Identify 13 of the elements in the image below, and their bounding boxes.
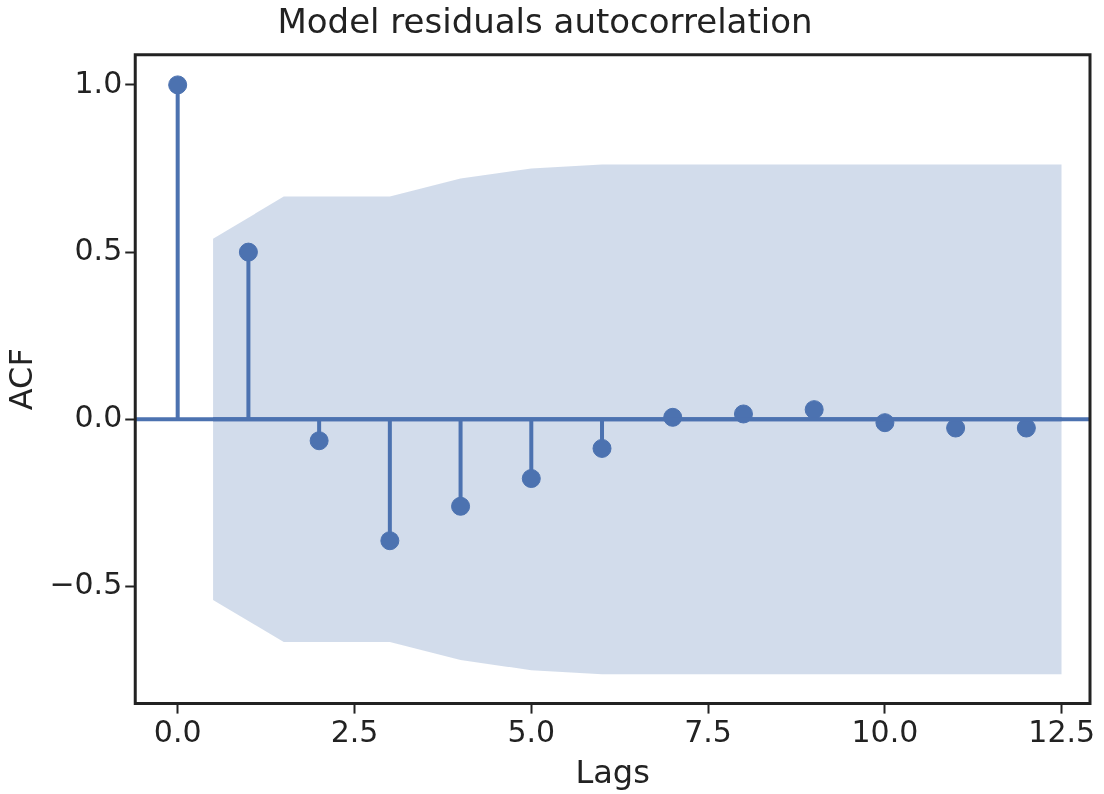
y-tick-label: −0.5 [49,566,123,602]
y-tick-label: 0.0 [74,399,123,435]
x-tick-label: 5.0 [507,714,556,750]
x-tick-label: 12.5 [1028,714,1096,750]
y-axis-title: ACF [1,348,40,411]
x-tick-label: 7.5 [684,714,732,750]
x-tick-label: 0.0 [153,714,202,750]
chart-title: Model residuals autocorrelation [277,1,813,42]
x-tick-label: 2.5 [330,714,379,750]
x-axis-title: Lags [575,753,650,792]
x-tick-label: 10.0 [851,714,919,750]
y-tick-label: 1.0 [74,64,123,100]
y-tick-label: 0.5 [74,231,123,267]
